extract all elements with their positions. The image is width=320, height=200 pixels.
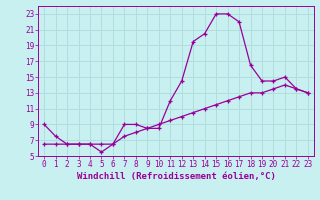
X-axis label: Windchill (Refroidissement éolien,°C): Windchill (Refroidissement éolien,°C) — [76, 172, 276, 181]
